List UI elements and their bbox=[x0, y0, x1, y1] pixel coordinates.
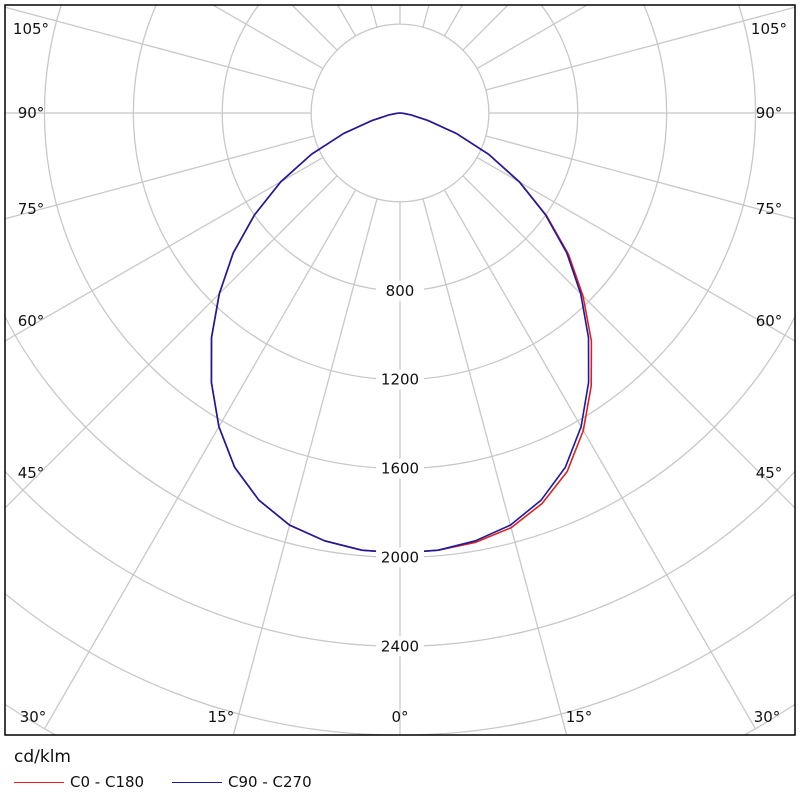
radial-gridline bbox=[5, 175, 338, 509]
angle-label-left: 60° bbox=[18, 312, 45, 330]
radial-tick-label: 800 bbox=[386, 282, 415, 300]
radial-tick-label: 1200 bbox=[381, 371, 419, 389]
radial-gridline bbox=[5, 6, 315, 91]
angle-label-bottom: 30° bbox=[754, 708, 781, 726]
radial-gridline bbox=[5, 135, 315, 220]
radial-tick-label: 2400 bbox=[381, 637, 419, 655]
radial-tick-label-bg bbox=[376, 547, 424, 568]
angle-label-left: 75° bbox=[18, 200, 45, 218]
radial-gridline bbox=[422, 198, 568, 735]
radial-tick-label: 1600 bbox=[381, 460, 419, 478]
legend-swatch-c0-c180 bbox=[14, 781, 64, 783]
radial-gridcircle bbox=[310, 23, 490, 203]
plot-frame bbox=[4, 4, 796, 736]
radial-tick-label-bg bbox=[376, 369, 424, 390]
radial-tick-label-bg bbox=[376, 280, 424, 301]
legend-label-c0-c180: C0 - C180 bbox=[70, 773, 145, 791]
radial-tick-label: 2000 bbox=[381, 548, 419, 566]
angle-label-left: 90° bbox=[18, 104, 45, 122]
angle-label-bottom: 0° bbox=[391, 708, 408, 726]
angle-label-bottom: 15° bbox=[566, 708, 593, 726]
radial-gridline bbox=[485, 6, 795, 91]
angle-label-right: 105° bbox=[751, 20, 787, 38]
angle-label-left: 45° bbox=[18, 464, 45, 482]
radial-gridline bbox=[43, 189, 357, 730]
angle-label-right: 90° bbox=[756, 104, 783, 122]
radial-gridline bbox=[485, 135, 795, 220]
radial-tick-label-bg bbox=[376, 636, 424, 657]
legend-item-c0-c180: C0 - C180 bbox=[14, 772, 144, 792]
legend-item-c90-c270: C90 - C270 bbox=[172, 772, 312, 792]
angle-label-bottom: 30° bbox=[20, 708, 47, 726]
radial-gridline bbox=[462, 175, 795, 509]
angle-label-right: 45° bbox=[756, 464, 783, 482]
legend-swatch-c90-c270 bbox=[172, 781, 222, 783]
radial-gridline bbox=[443, 189, 757, 730]
angle-label-bottom: 15° bbox=[208, 708, 235, 726]
radial-gridline bbox=[476, 156, 795, 342]
angle-label-left: 105° bbox=[13, 20, 49, 38]
radial-gridline bbox=[476, 5, 589, 70]
radial-tick-label-bg bbox=[376, 458, 424, 479]
radial-gridline bbox=[211, 5, 324, 70]
angle-label-right: 75° bbox=[756, 200, 783, 218]
radial-gridline bbox=[5, 156, 324, 342]
unit-label: cd/klm bbox=[14, 747, 71, 767]
angle-label-right: 60° bbox=[756, 312, 783, 330]
legend-label-c90-c270: C90 - C270 bbox=[228, 773, 312, 791]
radial-gridline bbox=[232, 198, 378, 735]
